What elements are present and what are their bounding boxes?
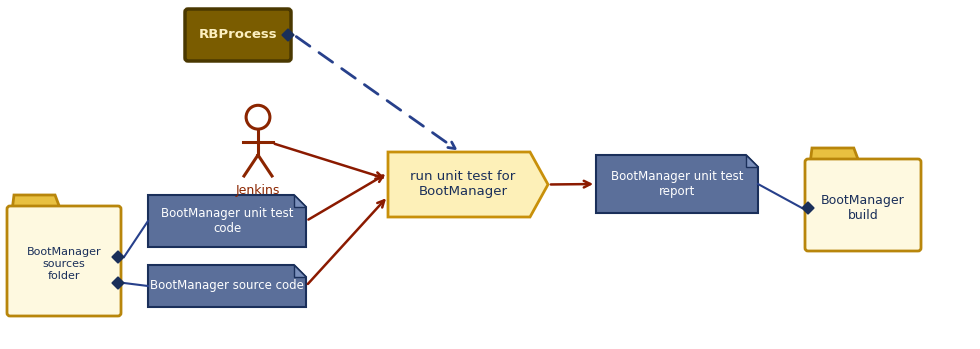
Text: BootManager source code: BootManager source code [150,280,304,292]
FancyBboxPatch shape [805,159,921,251]
Polygon shape [148,265,306,307]
Polygon shape [112,277,124,289]
Polygon shape [294,265,306,277]
FancyBboxPatch shape [185,9,291,61]
Text: Jenkins: Jenkins [236,184,280,197]
Polygon shape [112,251,124,263]
Polygon shape [802,202,814,214]
FancyBboxPatch shape [7,206,121,316]
Polygon shape [388,152,548,217]
Text: BootManager
build: BootManager build [821,194,905,222]
Text: run unit test for
BootManager: run unit test for BootManager [411,171,515,199]
Text: BootManager unit test
code: BootManager unit test code [161,207,293,235]
Text: BootManager
sources
folder: BootManager sources folder [26,247,101,281]
Polygon shape [294,195,306,207]
Polygon shape [148,195,306,247]
Polygon shape [282,29,294,41]
Text: RBProcess: RBProcess [199,29,277,42]
Text: BootManager unit test
report: BootManager unit test report [611,170,743,198]
Polygon shape [596,155,758,213]
Polygon shape [810,148,859,164]
Polygon shape [12,195,61,211]
Polygon shape [746,155,758,167]
